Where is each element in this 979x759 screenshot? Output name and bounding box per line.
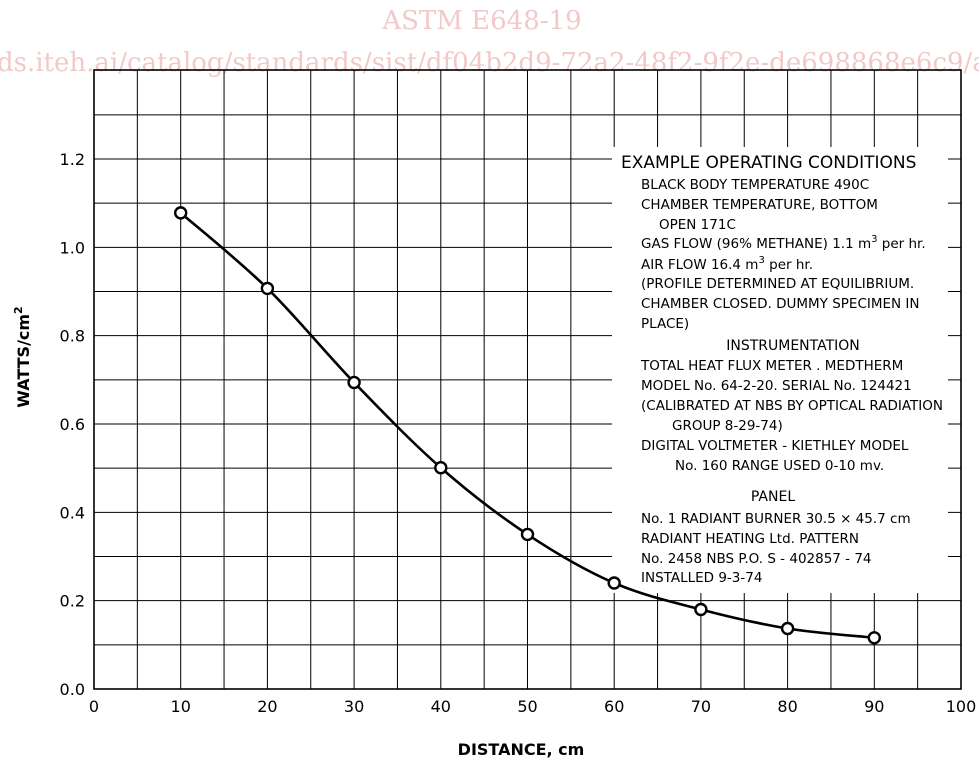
- data-point: [434, 461, 448, 475]
- x-tick-label: 40: [431, 697, 451, 716]
- x-tick-label: 100: [946, 697, 977, 716]
- watermark-title: ASTM E648-19: [381, 6, 581, 36]
- x-tick-label: 90: [864, 697, 884, 716]
- data-point: [780, 621, 795, 636]
- instrumentation-line-5: DIGITAL VOLTMETER - KIETHLEY MODEL: [641, 438, 909, 454]
- note-profile-2: CHAMBER CLOSED. DUMMY SPECIMEN IN: [641, 296, 920, 312]
- data-point: [173, 206, 188, 220]
- instrumentation-heading: INSTRUMENTATION: [726, 338, 860, 354]
- plot-frame: [93, 69, 962, 690]
- y-tick-label: 1.2: [60, 150, 85, 169]
- y-tick-label: 1.0: [60, 238, 85, 257]
- notes-heading: EXAMPLE OPERATING CONDITIONS: [621, 153, 916, 173]
- heat-flux-series: [173, 206, 881, 645]
- y-axis-label: WATTS/cm2: [12, 306, 33, 407]
- note-profile-1: (PROFILE DETERMINED AT EQUILIBRIUM.: [641, 276, 914, 292]
- x-tick-label: 70: [691, 697, 711, 716]
- data-point: [867, 631, 881, 645]
- y-tick-label: 0.4: [60, 503, 85, 522]
- panel-heading: PANEL: [751, 489, 795, 505]
- data-point: [694, 602, 708, 617]
- y-tick-label: 0.8: [60, 327, 85, 346]
- note-chamber-temp: CHAMBER TEMPERATURE, BOTTOM: [641, 197, 878, 213]
- x-tick-labels: 0 10 20 30 40 50 60 70 80 90 100: [89, 697, 976, 716]
- operating-conditions-box: EXAMPLE OPERATING CONDITIONS BLACK BODY …: [612, 147, 948, 593]
- x-tick-label: 10: [171, 697, 191, 716]
- note-chamber-temp-cont: OPEN 171C: [659, 217, 736, 233]
- panel-line-4: INSTALLED 9-3-74: [641, 570, 762, 586]
- watermark-url: dards.iteh.ai/catalog/standards/sist/df0…: [0, 48, 979, 78]
- instrumentation-line-1: TOTAL HEAT FLUX METER . MEDTHERM: [640, 358, 903, 374]
- series-line: [179, 211, 875, 640]
- y-tick-label: 0.2: [60, 592, 85, 611]
- panel-line-2: RADIANT HEATING Ltd. PATTERN: [641, 531, 859, 547]
- instrumentation-line-3: (CALIBRATED AT NBS BY OPTICAL RADIATION: [641, 398, 943, 414]
- x-tick-label: 50: [517, 697, 537, 716]
- panel-line-1: No. 1 RADIANT BURNER 30.5 × 45.7 cm: [641, 511, 911, 527]
- data-point: [520, 527, 535, 542]
- instrumentation-line-6: No. 160 RANGE USED 0-10 mv.: [675, 458, 884, 474]
- notes-background: [612, 147, 948, 593]
- x-axis-label: DISTANCE, cm: [458, 740, 585, 759]
- note-air-flow: AIR FLOW 16.4 m3 per hr.: [641, 255, 813, 273]
- panel-line-3: No. 2458 NBS P.O. S - 402857 - 74: [641, 551, 872, 567]
- y-tick-label: 0.0: [60, 680, 85, 699]
- x-tick-label: 0: [89, 697, 99, 716]
- y-tick-label: 0.6: [60, 415, 85, 434]
- instrumentation-line-4: GROUP 8-29-74): [672, 418, 783, 434]
- data-point: [260, 281, 275, 296]
- note-black-body: BLACK BODY TEMPERATURE 490C: [641, 177, 869, 193]
- note-gas-flow: GAS FLOW (96% METHANE) 1.1 m3 per hr.: [641, 234, 926, 252]
- data-point: [607, 576, 621, 590]
- instrumentation-line-2: MODEL No. 64-2-20. SERIAL No. 124421: [641, 378, 912, 394]
- data-point: [347, 375, 361, 390]
- x-tick-label: 80: [777, 697, 797, 716]
- x-tick-label: 60: [604, 697, 624, 716]
- x-tick-label: 30: [344, 697, 364, 716]
- y-tick-labels: 0.0 0.2 0.4 0.6 0.8 1.0 1.2: [60, 150, 85, 699]
- note-profile-3: PLACE): [641, 316, 689, 332]
- x-tick-label: 20: [257, 697, 277, 716]
